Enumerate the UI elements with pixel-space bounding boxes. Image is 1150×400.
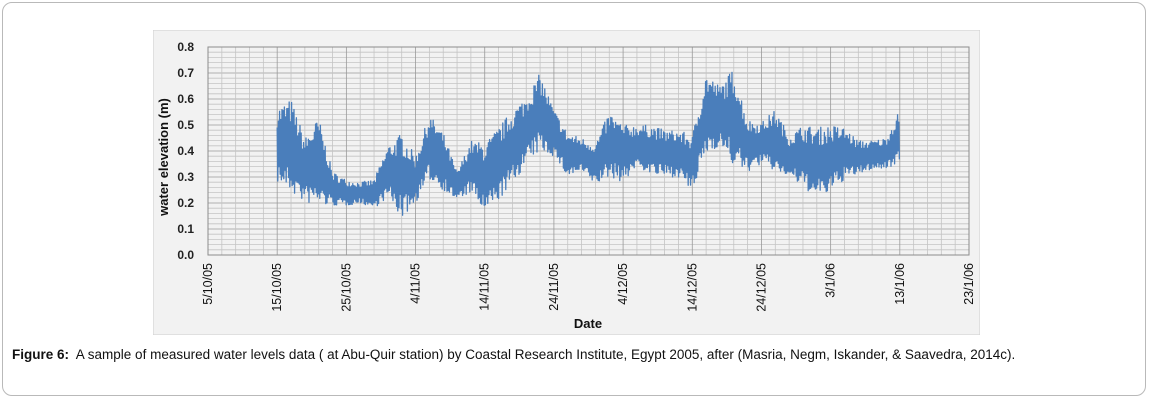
y-tick-label: 0.3: [177, 170, 194, 184]
figure-label: Figure 6:: [12, 347, 70, 362]
x-tick-label: 4/12/05: [616, 263, 630, 305]
figure-caption-text: A sample of measured water levels data (…: [75, 347, 1016, 362]
x-tick-label: 15/10/05: [270, 263, 284, 312]
x-tick-label: 23/1/06: [962, 263, 976, 305]
plot-border: [207, 46, 970, 256]
y-tick-labels: 0.0 0.1 0.2 0.3 0.4 0.5 0.6 0.7 0.8: [177, 40, 194, 262]
x-tick-label: 13/1/06: [893, 263, 907, 305]
gridlines: [207, 46, 970, 256]
x-tick-label: 14/12/05: [685, 263, 699, 312]
x-axis-title: Date: [574, 316, 602, 331]
figure-caption: Figure 6: A sample of measured water lev…: [12, 346, 1137, 363]
x-tick-label: 5/10/05: [201, 263, 215, 305]
y-tick-label: 0.8: [177, 40, 194, 54]
y-tick-label: 0.1: [177, 222, 194, 236]
x-tick-label: 4/11/05: [409, 263, 423, 304]
y-tick-label: 0.2: [177, 196, 194, 210]
y-tick-label: 0.0: [177, 248, 194, 262]
chart: 0.0 0.1 0.2 0.3 0.4 0.5 0.6 0.7 0.8 5/10/05 15/10…: [153, 30, 980, 335]
y-tick-label: 0.5: [177, 118, 194, 132]
x-tick-label: 25/10/05: [339, 263, 353, 312]
y-axis-title: water elevation (m): [156, 98, 171, 217]
x-tick-label: 24/11/05: [547, 263, 561, 311]
x-tick-label: 24/12/05: [754, 263, 768, 312]
y-tick-label: 0.4: [177, 144, 194, 158]
y-tick-label: 0.7: [177, 66, 194, 80]
water-level-series: [276, 71, 901, 216]
chart-svg: 0.0 0.1 0.2 0.3 0.4 0.5 0.6 0.7 0.8 5/10/05 15/10…: [153, 30, 980, 335]
x-tick-labels: 5/10/05 15/10/05 25/10/05 4/11/05 14/11/05 24…: [201, 263, 976, 312]
x-tick-label: 3/1/06: [824, 263, 838, 298]
y-tick-label: 0.6: [177, 92, 194, 106]
x-tick-label: 14/11/05: [478, 263, 492, 311]
